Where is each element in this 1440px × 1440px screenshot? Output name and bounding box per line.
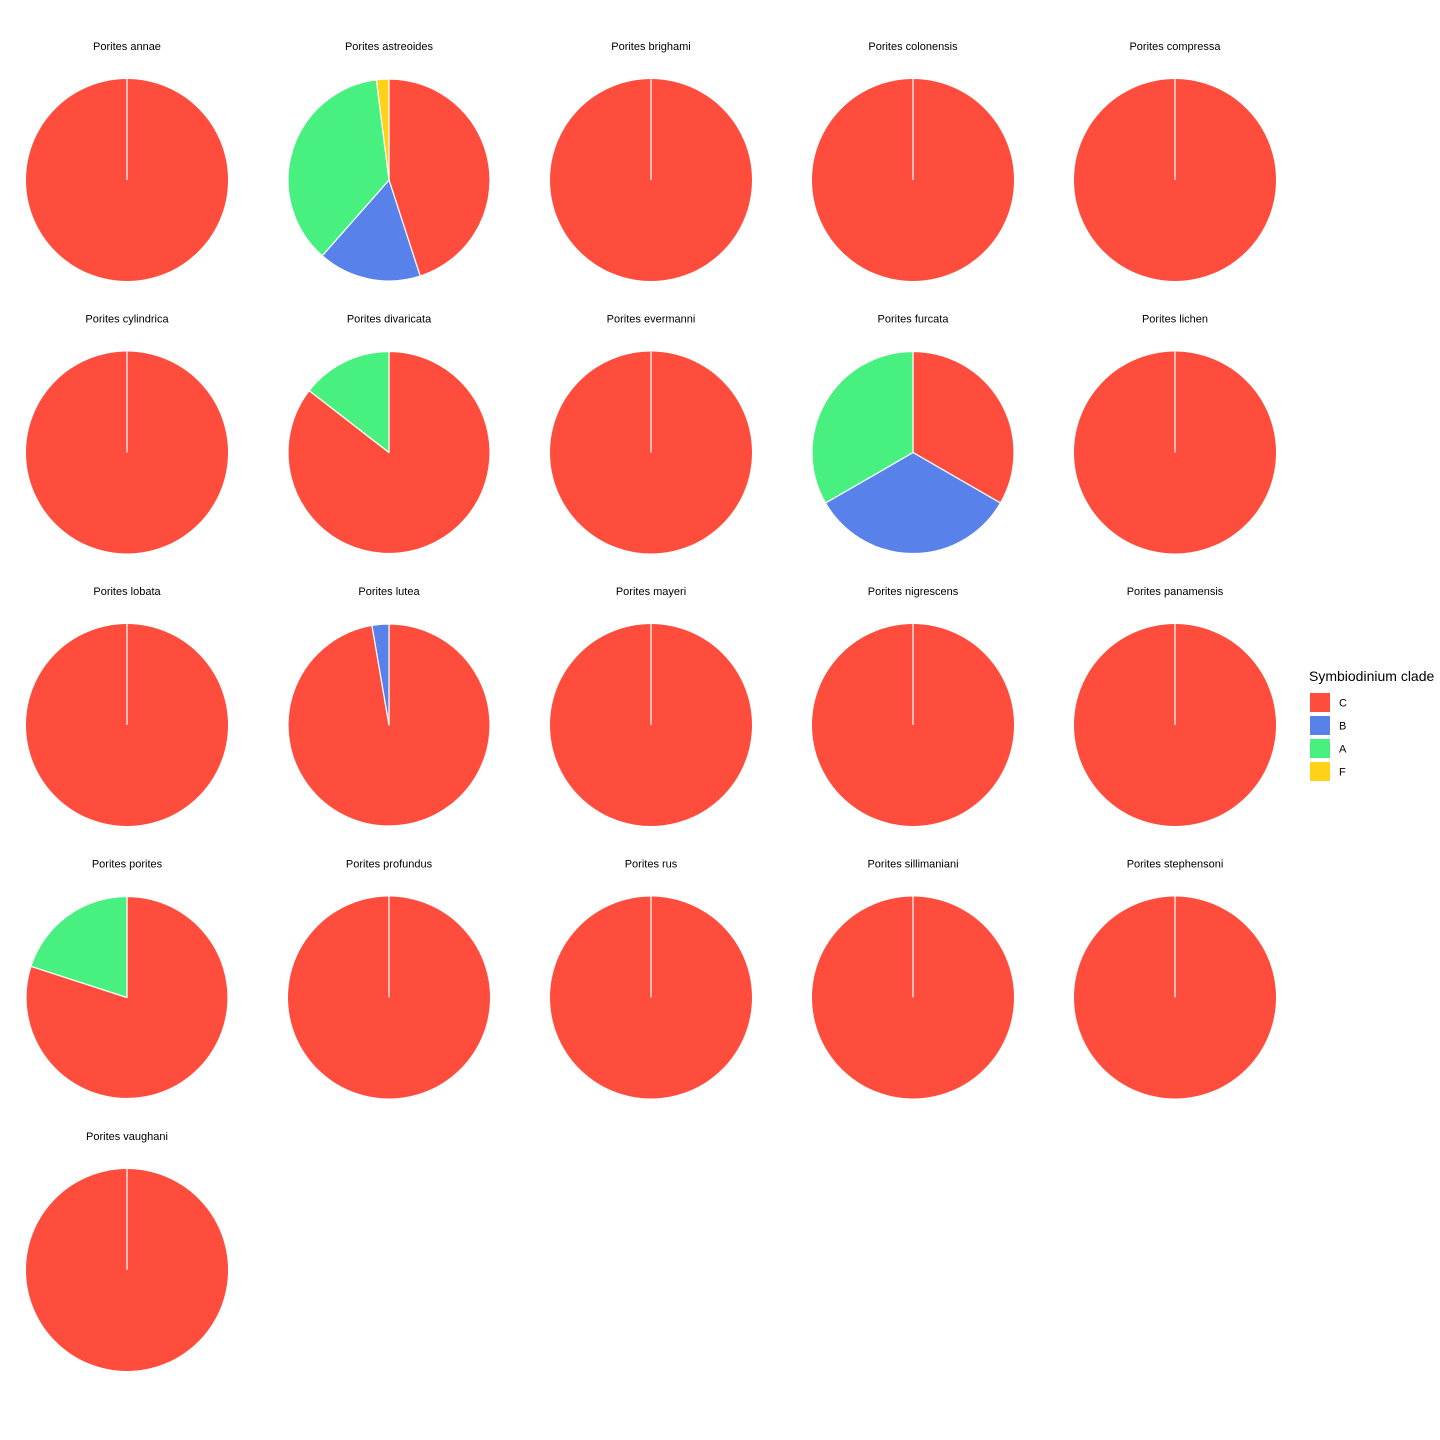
pie-slice-C xyxy=(388,78,491,277)
facet-porites-rus: Porites rus xyxy=(549,859,752,1099)
facet-porites-sillimaniani: Porites sillimaniani xyxy=(812,859,1014,1099)
facet-porites-divaricata: Porites divaricata xyxy=(287,314,491,555)
legend-label-A: A xyxy=(1339,744,1347,756)
pie-slice-A xyxy=(308,350,390,454)
facet-title: Porites compressa xyxy=(1129,41,1221,53)
facet-porites-lobata: Porites lobata xyxy=(26,586,228,826)
facet-title: Porites vaughani xyxy=(86,1131,168,1143)
pie-slice-B xyxy=(824,451,1002,555)
pie-slice-A xyxy=(30,895,128,999)
pie-slice-B xyxy=(321,179,421,282)
legend-swatch-F xyxy=(1310,762,1330,781)
facet-title: Porites brighami xyxy=(611,41,690,53)
facet-title: Porites evermanni xyxy=(607,314,696,326)
facet-porites-furcata: Porites furcata xyxy=(811,314,1015,555)
facet-title: Porites lutea xyxy=(358,586,420,598)
legend-swatch-B xyxy=(1310,716,1330,735)
facet-title: Porites annae xyxy=(93,41,161,53)
facet-porites-astreoides: Porites astreoides xyxy=(287,41,491,282)
facet-porites-lutea: Porites lutea xyxy=(287,586,491,827)
facet-porites-annae: Porites annae xyxy=(26,41,228,281)
facet-title: Porites sillimaniani xyxy=(867,859,958,871)
legend-label-B: B xyxy=(1339,721,1346,733)
facet-title: Porites profundus xyxy=(346,859,433,871)
facet-title: Porites divaricata xyxy=(347,314,432,326)
facet-title: Porites cylindrica xyxy=(85,314,169,326)
facet-porites-mayeri: Porites mayeri xyxy=(550,586,752,826)
facet-title: Porites nigrescens xyxy=(868,586,959,598)
legend-swatch-C xyxy=(1310,693,1330,712)
facet-title: Porites lichen xyxy=(1142,314,1208,326)
pie-slice-B xyxy=(371,623,390,726)
legend-label-C: C xyxy=(1339,698,1347,710)
pie-slice-A xyxy=(811,350,914,504)
facet-porites-nigrescens: Porites nigrescens xyxy=(812,586,1014,826)
facet-title: Porites furcata xyxy=(878,314,950,326)
facet-title: Porites porites xyxy=(92,859,163,871)
facet-porites-lichen: Porites lichen xyxy=(1074,314,1276,554)
legend-label-F: F xyxy=(1339,767,1346,779)
facet-porites-profundus: Porites profundus xyxy=(288,859,490,1099)
facet-title: Porites colonensis xyxy=(868,41,958,53)
facet-porites-colonensis: Porites colonensis xyxy=(812,41,1014,281)
facet-porites-cylindrica: Porites cylindrica xyxy=(25,314,228,554)
facet-title: Porites mayeri xyxy=(616,586,686,598)
facet-title: Porites stephensoni xyxy=(1127,859,1224,871)
facet-porites-evermanni: Porites evermanni xyxy=(549,314,752,554)
facet-porites-panamensis: Porites panamensis xyxy=(1074,586,1276,826)
facet-title: Porites astreoides xyxy=(345,41,434,53)
pie-slice-A xyxy=(287,79,390,257)
facet-title: Porites lobata xyxy=(93,586,161,598)
pie-slice-C xyxy=(912,350,1015,504)
legend-title: Symbiodinium clade xyxy=(1309,668,1434,684)
facet-porites-stephensoni: Porites stephensoni xyxy=(1074,859,1276,1099)
facet-porites-vaughani: Porites vaughani xyxy=(26,1131,228,1371)
facet-title: Porites panamensis xyxy=(1127,586,1224,598)
pie-slice-F xyxy=(375,78,390,181)
facet-grid: Porites annae Porites astreoides Porites b… xyxy=(25,41,1276,1371)
facet-title: Porites rus xyxy=(625,859,678,871)
facet-porites-brighami: Porites brighami xyxy=(550,41,752,281)
facet-porites-compressa: Porites compressa xyxy=(1074,41,1276,281)
facet-porites-porites: Porites porites xyxy=(25,859,229,1100)
legend-swatch-A xyxy=(1310,739,1330,758)
